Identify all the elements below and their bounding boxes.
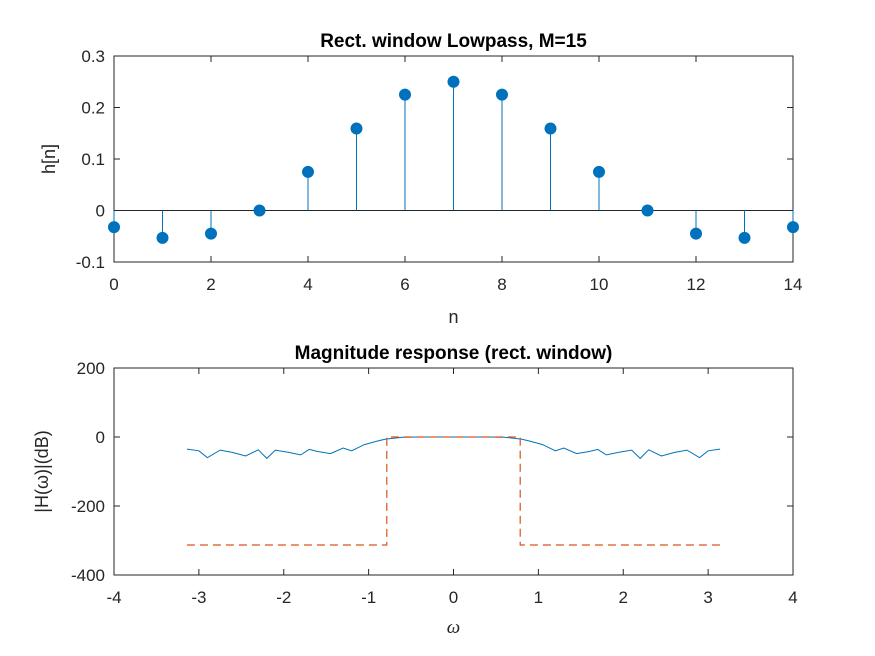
x-tick-label: 8 xyxy=(497,275,506,294)
stem-series xyxy=(108,75,799,244)
stem-marker xyxy=(496,88,508,101)
y-tick-label: -0.1 xyxy=(76,253,105,272)
chart-title: Rect. window Lowpass, M=15 xyxy=(320,31,587,52)
x-tick-label: 3 xyxy=(703,588,712,607)
impulse-response-axes: 0 2 4 6 8 10 12 14 -0.100.10.20.3 Rect. window … xyxy=(39,31,802,327)
y-ticks: -400 -200 0 200 xyxy=(71,359,793,585)
stem-marker xyxy=(787,221,799,234)
x-tick-label: 12 xyxy=(687,275,706,294)
y-tick-label: 0.2 xyxy=(81,99,105,118)
stem-marker xyxy=(205,227,217,240)
x-tick-label: 2 xyxy=(619,588,628,607)
stem-marker xyxy=(399,88,411,101)
x-tick-label: 1 xyxy=(534,588,543,607)
x-tick-label: 0 xyxy=(449,588,458,607)
x-tick-label: 4 xyxy=(303,275,312,294)
stem-marker xyxy=(156,231,169,244)
stem-marker xyxy=(641,204,654,217)
magnitude-response-axes: -4 -3 -2 -1 0 1 2 3 4 -400 -200 0 200 Magnitude res… xyxy=(32,343,798,638)
y-tick-label: 0 xyxy=(96,202,105,221)
x-ticks: 0 2 4 6 8 10 12 14 xyxy=(109,56,802,294)
x-axis-label: n xyxy=(448,307,458,327)
y-axis-label: h[n] xyxy=(39,144,59,174)
chart-title: Magnitude response (rect. window) xyxy=(295,343,613,364)
x-tick-label: 4 xyxy=(788,588,797,607)
stem-marker xyxy=(690,227,702,240)
y-tick-label: -200 xyxy=(71,497,105,516)
x-tick-label: 0 xyxy=(109,275,118,294)
y-axis-label: |H(ω)|(dB) xyxy=(32,430,52,512)
x-tick-label: 6 xyxy=(400,275,409,294)
x-tick-label: -2 xyxy=(276,588,291,607)
stem-marker xyxy=(350,122,363,135)
y-tick-label: 0.3 xyxy=(81,47,105,66)
x-tick-label: -1 xyxy=(361,588,376,607)
stem-marker xyxy=(302,165,314,178)
x-tick-label: -4 xyxy=(106,588,121,607)
x-tick-label: 14 xyxy=(784,275,803,294)
magnitude-response-plot-area xyxy=(113,367,794,576)
stem-marker xyxy=(738,231,751,244)
line-series xyxy=(186,436,721,546)
y-tick-label: -400 xyxy=(71,566,105,585)
stem-marker xyxy=(447,75,460,88)
x-axis-label: ω xyxy=(447,617,460,638)
stem-marker xyxy=(108,221,120,234)
y-tick-label: 0 xyxy=(96,428,105,447)
magnitude-response-line xyxy=(186,436,721,460)
y-ticks: -0.1 0 0.1 0.2 0.3 xyxy=(76,47,793,272)
x-tick-label: 2 xyxy=(206,275,215,294)
x-tick-label: 10 xyxy=(590,275,609,294)
x-ticks: -4 -3 -2 -1 0 1 2 3 4 xyxy=(106,368,798,607)
y-tick-label: 0.1 xyxy=(81,150,105,169)
x-tick-label: -3 xyxy=(191,588,206,607)
stem-marker xyxy=(593,165,605,178)
y-tick-label: 200 xyxy=(77,359,105,378)
stem-marker xyxy=(544,122,557,135)
stem-marker xyxy=(253,204,266,217)
